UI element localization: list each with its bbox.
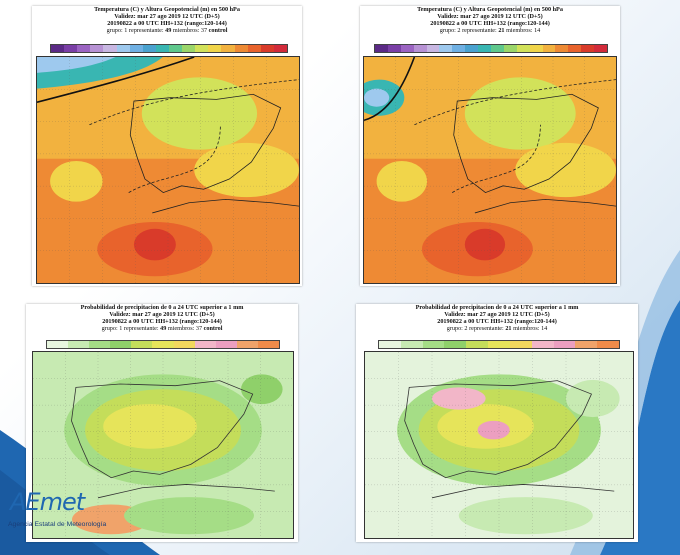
colorbar-swatch xyxy=(103,45,117,52)
map-canvas xyxy=(33,352,293,538)
colorbar-swatch xyxy=(142,45,156,52)
colorbar-swatch xyxy=(503,45,517,52)
panel-group: grupo: 2 representante: 21 miembros: 14 xyxy=(446,325,548,332)
colorbar-swatch xyxy=(439,45,453,52)
aemet-logo: AEmet Agencia Estatal de Meteorología xyxy=(6,488,116,538)
colorbar-swatch xyxy=(236,341,258,348)
colorbar-swatch xyxy=(509,341,532,348)
colorbar-swatch xyxy=(597,341,619,348)
colorbar-swatch xyxy=(413,45,427,52)
panel-group: grupo: 2 representante: 21 miembros: 14 xyxy=(439,27,541,34)
colorbar-swatch xyxy=(542,45,556,52)
colorbar-swatch xyxy=(208,45,222,52)
colorbar-swatch xyxy=(131,341,153,348)
panel-header: Temperatura (C) y Altura Geopotencial (m… xyxy=(360,6,620,34)
forecast-map xyxy=(363,56,617,284)
panel-validity: Validez: mar 27 ago 2019 12 UTC (D+5) xyxy=(109,311,215,318)
colorbar-swatch xyxy=(221,45,235,52)
panel-title: Probabilidad de precipitacion de 0 a 24 … xyxy=(80,304,244,311)
panel-header: Probabilidad de precipitacion de 0 a 24 … xyxy=(26,304,298,332)
panel-title: Temperatura (C) y Altura Geopotencial (m… xyxy=(417,6,563,13)
colorbar-swatch xyxy=(110,341,132,348)
colorbar-swatch xyxy=(531,341,554,348)
colorbar-swatch xyxy=(555,45,569,52)
colorbar xyxy=(46,340,280,349)
panel-group: grupo: 1 representante: 49 miembros: 37 … xyxy=(101,325,223,332)
panel-precip-group2: Probabilidad de precipitacion de 0 a 24 … xyxy=(356,304,638,542)
colorbar-swatch xyxy=(478,45,492,52)
colorbar-swatch xyxy=(426,45,440,52)
colorbar-swatch xyxy=(516,45,530,52)
map-canvas xyxy=(37,57,299,283)
colorbar-swatch xyxy=(68,341,90,348)
logo-wordmark: AEmet xyxy=(10,488,85,516)
colorbar-swatch xyxy=(375,45,388,52)
forecast-map xyxy=(36,56,300,284)
colorbar-swatch xyxy=(77,45,91,52)
colorbar-swatch xyxy=(129,45,143,52)
colorbar-swatch xyxy=(568,45,582,52)
colorbar-swatch xyxy=(155,45,169,52)
colorbar-swatch xyxy=(260,45,274,52)
colorbar xyxy=(374,44,608,53)
colorbar xyxy=(378,340,620,349)
colorbar-swatch xyxy=(116,45,130,52)
colorbar-swatch xyxy=(234,45,248,52)
colorbar-swatch xyxy=(182,45,196,52)
panel-temp-control: Temperatura (C) y Altura Geopotencial (m… xyxy=(32,6,302,286)
panel-title: Temperatura (C) y Altura Geopotencial (m… xyxy=(94,6,240,13)
panel-validity: Validez: mar 27 ago 2019 12 UTC (D+5) xyxy=(114,13,220,20)
logo-subtitle: Agencia Estatal de Meteorología xyxy=(8,521,107,528)
colorbar-swatch xyxy=(422,341,445,348)
colorbar-swatch xyxy=(529,45,543,52)
colorbar-swatch xyxy=(491,45,504,52)
panel-header: Probabilidad de precipitacion de 0 a 24 … xyxy=(356,304,638,332)
colorbar-swatch xyxy=(466,341,489,348)
colorbar-swatch xyxy=(400,341,423,348)
colorbar-swatch xyxy=(173,341,195,348)
panel-validity: Validez: mar 27 ago 2019 12 UTC (D+5) xyxy=(444,311,550,318)
colorbar-swatch xyxy=(64,45,78,52)
panel-run: 20190822 a 00 UTC HH+132 (rango:120-144) xyxy=(107,20,227,27)
colorbar-swatch xyxy=(215,341,237,348)
colorbar-swatch xyxy=(247,45,261,52)
colorbar-swatch xyxy=(257,341,280,348)
colorbar-swatch xyxy=(90,45,104,52)
colorbar-swatch xyxy=(465,45,479,52)
colorbar-swatch xyxy=(400,45,414,52)
panel-temp-group2: Temperatura (C) y Altura Geopotencial (m… xyxy=(360,6,620,286)
panel-precip-control: Probabilidad de precipitacion de 0 a 24 … xyxy=(26,304,298,542)
map-canvas xyxy=(364,57,616,283)
map-canvas xyxy=(365,352,633,538)
colorbar-swatch xyxy=(575,341,598,348)
panel-run: 20190822 a 00 UTC HH+132 (rango:120-144) xyxy=(430,20,550,27)
colorbar-swatch xyxy=(387,45,401,52)
colorbar-swatch xyxy=(47,341,69,348)
colorbar-swatch xyxy=(452,45,466,52)
panel-title: Probabilidad de precipitacion de 0 a 24 … xyxy=(415,304,579,311)
colorbar-swatch xyxy=(273,45,287,52)
colorbar-swatch xyxy=(168,45,183,52)
panel-header: Temperatura (C) y Altura Geopotencial (m… xyxy=(32,6,302,34)
panel-run: 20190822 a 00 UTC HH+132 (rango:120-144) xyxy=(102,318,222,325)
colorbar-swatch xyxy=(444,341,467,348)
colorbar-swatch xyxy=(89,341,111,348)
colorbar-swatch xyxy=(553,341,576,348)
panel-run: 20190822 a 00 UTC HH+132 (rango:120-144) xyxy=(437,318,557,325)
colorbar-swatch xyxy=(195,45,209,52)
colorbar-swatch xyxy=(594,45,608,52)
colorbar xyxy=(50,44,288,53)
colorbar-swatch xyxy=(581,45,595,52)
panel-group: grupo: 1 representante: 49 miembros: 37 … xyxy=(106,27,228,34)
colorbar-swatch xyxy=(152,341,174,348)
colorbar-swatch xyxy=(379,341,401,348)
panel-validity: Validez: mar 27 ago 2019 12 UTC (D+5) xyxy=(437,13,543,20)
forecast-map xyxy=(32,351,294,539)
colorbar-swatch xyxy=(194,341,216,348)
forecast-map xyxy=(364,351,634,539)
colorbar-swatch xyxy=(488,341,510,348)
colorbar-swatch xyxy=(51,45,65,52)
